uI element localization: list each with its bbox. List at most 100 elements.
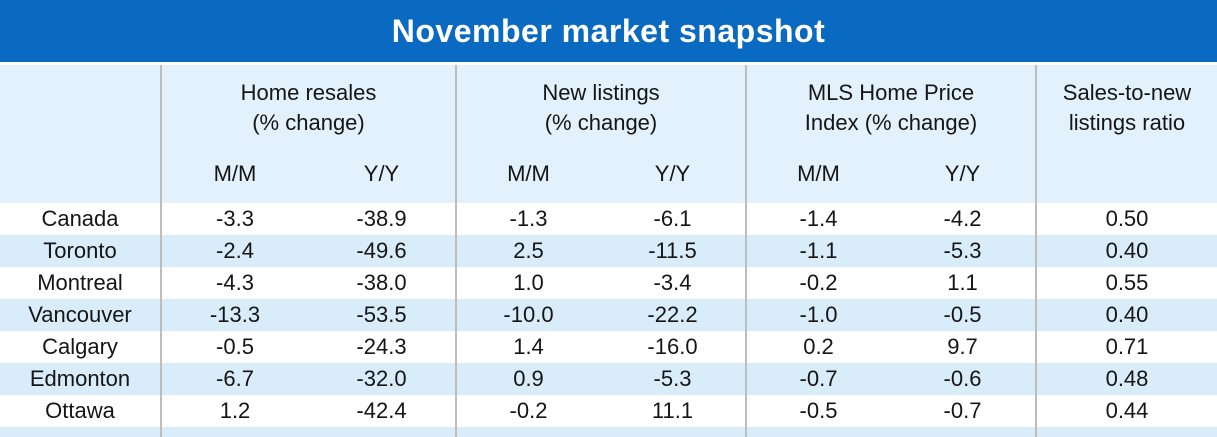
value-cell: -0.2 <box>745 267 890 299</box>
value-cell: -0.6 <box>943 366 982 392</box>
subheader-hpi-yy: Y/Y <box>944 160 981 186</box>
table-row: Ottawa 1.2 -42.4 -0.2 11.1 -0.5 -0.7 0.4… <box>0 395 1217 427</box>
value-cell: -11.5 <box>648 238 697 264</box>
sub-header-row: M/M Y/Y M/M Y/Y M/M Y/Y <box>0 150 1217 203</box>
value-cell: 0.55 <box>1035 267 1217 299</box>
col-group-new-listings: New listings (% change) <box>455 65 745 150</box>
value-cell: -38.0 <box>356 270 407 296</box>
city-cell: Ottawa <box>45 398 115 424</box>
group-label-line2: Index (% change) <box>804 109 978 135</box>
col-group-mls-hpi: MLS Home Price Index (% change) <box>745 65 1035 150</box>
subheader-ratio-blank <box>1035 150 1217 203</box>
value-cell: -24.3 <box>356 334 407 360</box>
group-label-line2: (% change) <box>544 109 658 135</box>
col-group-home-resales: Home resales (% change) <box>160 65 455 150</box>
table-row: Montreal -4.3 -38.0 1.0 -3.4 -0.2 1.1 0.… <box>0 267 1217 299</box>
value-cell: -1.4 <box>745 203 890 235</box>
group-label-line1: Home resales <box>240 79 377 105</box>
empty-cell <box>455 427 600 437</box>
value-cell: 1.4 <box>455 331 600 363</box>
page-title: November market snapshot <box>391 12 826 49</box>
value-cell: -22.2 <box>647 302 698 328</box>
data-table: Home resales (% change) New listings (% … <box>0 65 1217 437</box>
city-cell: Vancouver <box>28 302 132 328</box>
value-cell: 0.40 <box>1035 299 1217 331</box>
value-cell: -49.6 <box>356 238 407 264</box>
city-cell: Montreal <box>37 270 123 296</box>
empty-cell <box>1035 427 1217 437</box>
value-cell: -3.3 <box>160 203 308 235</box>
subheader-hpi-mm: M/M <box>745 150 890 203</box>
value-cell: 11.1 <box>651 398 694 424</box>
value-cell: -42.4 <box>356 398 407 424</box>
group-label-line2: listings ratio <box>1068 109 1186 135</box>
value-cell: -1.1 <box>745 235 890 267</box>
col-group-sales-to-new-ratio: Sales-to-new listings ratio <box>1035 65 1217 150</box>
value-cell: -0.5 <box>160 331 308 363</box>
value-cell: -13.3 <box>160 299 308 331</box>
value-cell: 0.71 <box>1035 331 1217 363</box>
table-row: Edmonton -6.7 -32.0 0.9 -5.3 -0.7 -0.6 0… <box>0 363 1217 395</box>
value-cell: 2.5 <box>455 235 600 267</box>
value-cell: -5.3 <box>943 238 982 264</box>
subheader-resales-mm: M/M <box>160 150 308 203</box>
subheader-listings-mm: M/M <box>455 150 600 203</box>
value-cell: -4.2 <box>943 206 982 232</box>
value-cell: -6.7 <box>160 363 308 395</box>
empty-cell <box>890 427 1035 437</box>
value-cell: -0.2 <box>455 395 600 427</box>
title-banner: November market snapshot <box>0 0 1217 62</box>
table-body: Canada -3.3 -38.9 -1.3 -6.1 -1.4 -4.2 0.… <box>0 203 1217 427</box>
empty-cell <box>600 427 745 437</box>
table-header: Home resales (% change) New listings (% … <box>0 65 1217 203</box>
value-cell: -0.5 <box>943 302 982 328</box>
value-cell: 0.9 <box>455 363 600 395</box>
value-cell: -0.7 <box>745 363 890 395</box>
value-cell: 0.40 <box>1035 235 1217 267</box>
value-cell: -3.4 <box>653 270 692 296</box>
value-cell: -10.0 <box>455 299 600 331</box>
value-cell: -4.3 <box>160 267 308 299</box>
table-row: Vancouver -13.3 -53.5 -10.0 -22.2 -1.0 -… <box>0 299 1217 331</box>
group-label-line2: (% change) <box>252 109 365 135</box>
partial-bottom-row <box>0 427 1217 437</box>
value-cell: 0.48 <box>1035 363 1217 395</box>
table-row: Toronto -2.4 -49.6 2.5 -11.5 -1.1 -5.3 0… <box>0 235 1217 267</box>
group-header-row: Home resales (% change) New listings (% … <box>0 65 1217 150</box>
table-row: Canada -3.3 -38.9 -1.3 -6.1 -1.4 -4.2 0.… <box>0 203 1217 235</box>
value-cell: 0.50 <box>1035 203 1217 235</box>
group-label-line1: MLS Home Price <box>807 79 975 105</box>
value-cell: -1.3 <box>455 203 600 235</box>
corner-cell <box>0 65 160 150</box>
value-cell: 1.0 <box>455 267 600 299</box>
empty-cell <box>160 427 308 437</box>
value-cell: -32.0 <box>356 366 407 392</box>
city-cell: Toronto <box>43 238 117 264</box>
empty-cell <box>308 427 455 437</box>
value-cell: 9.7 <box>947 334 978 360</box>
value-cell: -0.7 <box>943 398 982 424</box>
value-cell: 1.1 <box>947 270 978 296</box>
table-row: Calgary -0.5 -24.3 1.4 -16.0 0.2 9.7 0.7… <box>0 331 1217 363</box>
value-cell: -1.0 <box>745 299 890 331</box>
subheader-resales-yy: Y/Y <box>363 160 400 186</box>
city-cell: Calgary <box>42 334 118 360</box>
empty-cell <box>745 427 890 437</box>
city-cell: Canada <box>41 206 119 232</box>
value-cell: 1.2 <box>160 395 308 427</box>
city-cell: Edmonton <box>29 366 131 392</box>
group-label-line1: New listings <box>542 79 660 105</box>
subheader-listings-yy: Y/Y <box>654 160 691 186</box>
corner-cell <box>0 150 160 203</box>
value-cell: -38.9 <box>356 206 407 232</box>
value-cell: 0.44 <box>1035 395 1217 427</box>
group-label-line1: Sales-to-new <box>1062 79 1192 105</box>
empty-cell <box>0 427 160 437</box>
value-cell: -0.5 <box>745 395 890 427</box>
value-cell: -16.0 <box>647 334 698 360</box>
value-cell: -5.3 <box>653 366 692 392</box>
value-cell: -53.5 <box>356 302 407 328</box>
value-cell: -2.4 <box>160 235 308 267</box>
value-cell: 0.2 <box>745 331 890 363</box>
